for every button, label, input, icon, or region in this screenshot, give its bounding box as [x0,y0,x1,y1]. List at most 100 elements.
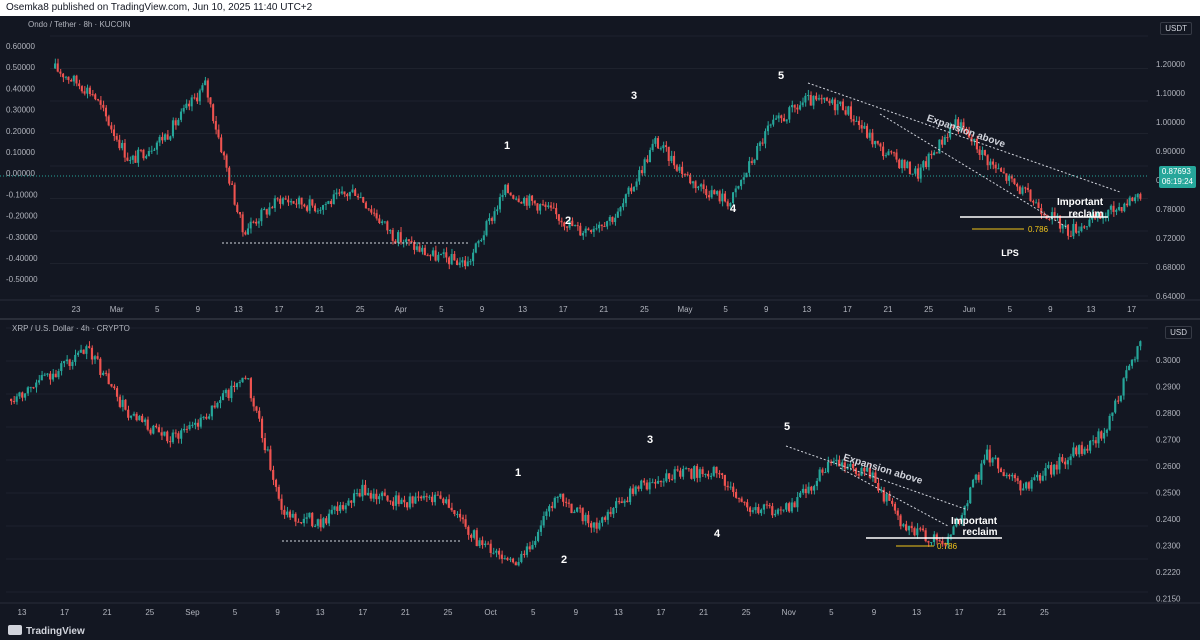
candle-body [68,359,71,367]
time-axis-label: Sep [185,608,200,617]
candle-body [352,493,356,503]
candle-body [732,486,735,493]
time-axis-label: 17 [275,305,284,314]
candle-body [37,380,41,383]
candle-body [595,522,598,529]
candle-body [325,518,328,524]
candle-body [266,449,269,451]
candle-body [734,188,737,193]
time-axis-label: 17 [843,305,852,314]
candle-body [525,197,528,206]
candle-body [726,201,729,207]
candle-body [426,255,429,257]
candle-body [892,152,895,154]
candle-body [754,507,757,511]
candle-body [902,524,905,527]
candle-body [90,347,94,360]
candle-body [366,492,370,496]
candle-body [383,492,386,496]
candle-body [1085,226,1088,228]
candle-body [205,416,208,419]
candle-body [831,99,834,104]
candle-body [425,495,428,498]
candle-body [651,482,654,484]
tradingview-logo[interactable]: TradingView [8,625,85,637]
candle-body [171,120,174,137]
candle-body [327,201,330,204]
candle-body [254,221,258,224]
tradingview-brand: TradingView [26,626,85,637]
candle-body [1010,474,1014,477]
wave-3-label: 3 [647,434,653,446]
candle-body [900,159,903,169]
candle-body [375,493,378,500]
time-axis-label: Nov [782,608,796,617]
candle-body [632,186,635,192]
candle-body [896,510,899,516]
candle-body [549,205,552,208]
candle-body [737,186,740,189]
candle-body [589,523,593,528]
candle-body [450,253,453,265]
candle-body [364,202,367,209]
candle-body [704,473,707,475]
candle-body [273,198,276,209]
candle-body [1022,488,1025,491]
candle-body [182,107,185,112]
candle-body [807,95,810,97]
candle-body [54,373,57,378]
candle-body [977,474,980,480]
candle-body [579,225,582,236]
left-axis-label: 0.20000 [6,127,35,136]
ondo-unit-button[interactable]: USDT [1160,22,1192,35]
candle-body [367,208,370,210]
candle-body [790,502,793,512]
candle-body [750,161,753,163]
xrp-unit-button[interactable]: USD [1165,326,1192,339]
candle-body [765,504,768,506]
candle-body [419,496,423,499]
candle-body [492,552,495,554]
candle-body [150,150,153,152]
candle-body [821,469,824,473]
candle-body [635,181,638,187]
candle-body [46,373,49,375]
candle-body [536,531,540,541]
candle-body [1058,215,1062,229]
ondo-chart[interactable]: 1.200001.100001.000000.900000.840000.780… [0,16,1200,318]
candle-body [299,522,303,524]
candle-body [1030,480,1033,489]
candle-body [316,210,319,212]
ondo-chart-pane[interactable]: 1.200001.100001.000000.900000.840000.780… [0,16,1200,318]
time-axis-label: Jun [963,305,976,314]
candle-body [771,506,774,516]
candle-body [335,192,338,195]
candle-body [772,119,775,125]
candle-body [276,198,279,200]
candle-body [348,192,351,197]
candle-body [882,489,885,502]
candle-body [788,107,791,120]
candle-body [212,104,215,122]
candle-body [107,116,110,126]
candle-body [713,190,716,195]
candle-body [391,501,395,506]
pane-divider[interactable] [0,318,1200,320]
candle-body [1008,474,1011,477]
candle-body [911,173,914,175]
candle-body [187,103,191,107]
candle-body [986,155,989,166]
xrp-chart[interactable]: 0.3000 0.2900 0.2800 0.2700 0.2600 0.2500 0.24… [0,320,1200,621]
candle-body [493,211,496,221]
candle-body [689,174,692,184]
xrp-chart-pane[interactable]: 0.3000 0.2900 0.2800 0.2700 0.2600 0.2500 0.24… [0,320,1200,621]
candle-body [874,141,877,145]
candle-body [601,517,604,523]
candle-body [705,188,708,196]
candle-body [679,470,682,477]
candle-body [908,161,911,174]
candle-body [1133,197,1137,202]
candle-body [154,425,158,428]
candle-body [743,501,746,503]
candle-body [423,247,426,256]
